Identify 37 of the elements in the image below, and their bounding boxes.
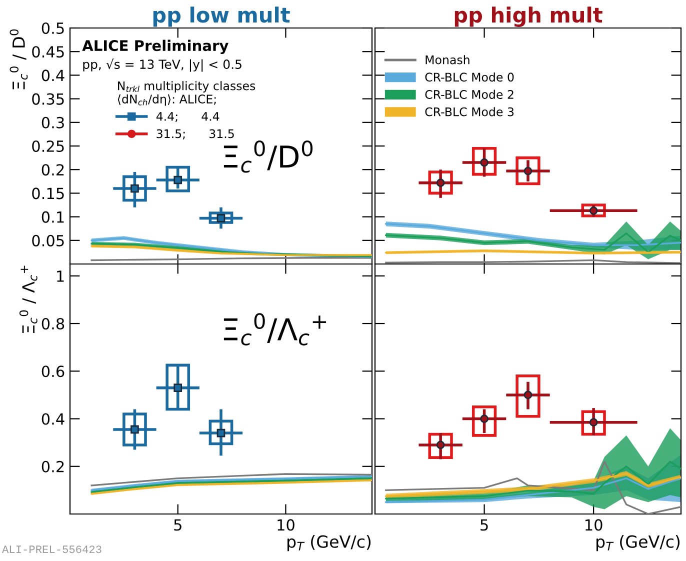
y-tick-label: 0.2 [42, 460, 64, 472]
y-tick-label: 0.6 [42, 366, 64, 378]
x-axis-title: p$_{T}$ (GeV/c) [288, 535, 371, 552]
legend-label: CR-BLC Mode 3 [425, 107, 514, 116]
x-tick-label: 10 [586, 519, 602, 531]
y-tick-label: 0.2 [42, 164, 64, 176]
legend-label: 4.4; 4.4 [156, 112, 220, 122]
legend-label: CR-BLC Mode 2 [425, 90, 514, 99]
x-tick-label: 5 [174, 519, 182, 531]
text: ALI-PREL-556423 [2, 546, 102, 554]
y-tick-label: 0.35 [32, 93, 64, 105]
annotation: Ξ$_{c}$$^{0}$/Λ$_{c}$$^{+}$ [224, 313, 326, 346]
x-tick-label: 5 [480, 519, 488, 531]
legend-label: 31.5; 31.5 [156, 129, 234, 140]
y-tick-label: 0.8 [42, 318, 64, 330]
y-tick-label: 0.15 [32, 188, 64, 200]
y-tick-label: 0.4 [42, 70, 64, 82]
annotation: ALICE Preliminary [82, 40, 228, 54]
annotation: Ξ$_{c}$$^{0}$/D$^{0}$ [224, 140, 313, 173]
legend-label: Monash [426, 55, 470, 64]
y-axis-title: Ξ$_{c}$$^{0}$ / Λ$_{c}$$^{+}$ [19, 266, 38, 334]
x-tick-label: 10 [278, 519, 294, 531]
legend-label: CR-BLC Mode 0 [425, 72, 514, 82]
y-tick-label: 0.45 [32, 46, 64, 58]
annotation: pp, √s = 13 TeV, |y| < 0.5 [83, 58, 242, 72]
y-tick-label: 0.1 [42, 211, 64, 223]
x-axis-title: p$_{T}$ (GeV/c) [596, 535, 680, 552]
chart-title: pp high mult [454, 6, 602, 27]
chart-title: pp low mult [153, 6, 290, 27]
legend-title: N$_{trkl}$ multiplicity classes ⟨dN$_{ch}$/dη⟩: ALICE; [118, 81, 256, 106]
y-tick-label: 1 [57, 270, 64, 282]
y-axis-title: Ξ$_{c}$$^{0}$ / D$^{0}$ [10, 29, 28, 90]
y-tick-label: 0.25 [32, 140, 64, 152]
y-tick-label: 0.3 [42, 116, 64, 128]
y-tick-label: 0.05 [32, 234, 64, 246]
y-tick-label: 0.5 [42, 22, 64, 34]
y-tick-label: 0.4 [42, 413, 64, 425]
